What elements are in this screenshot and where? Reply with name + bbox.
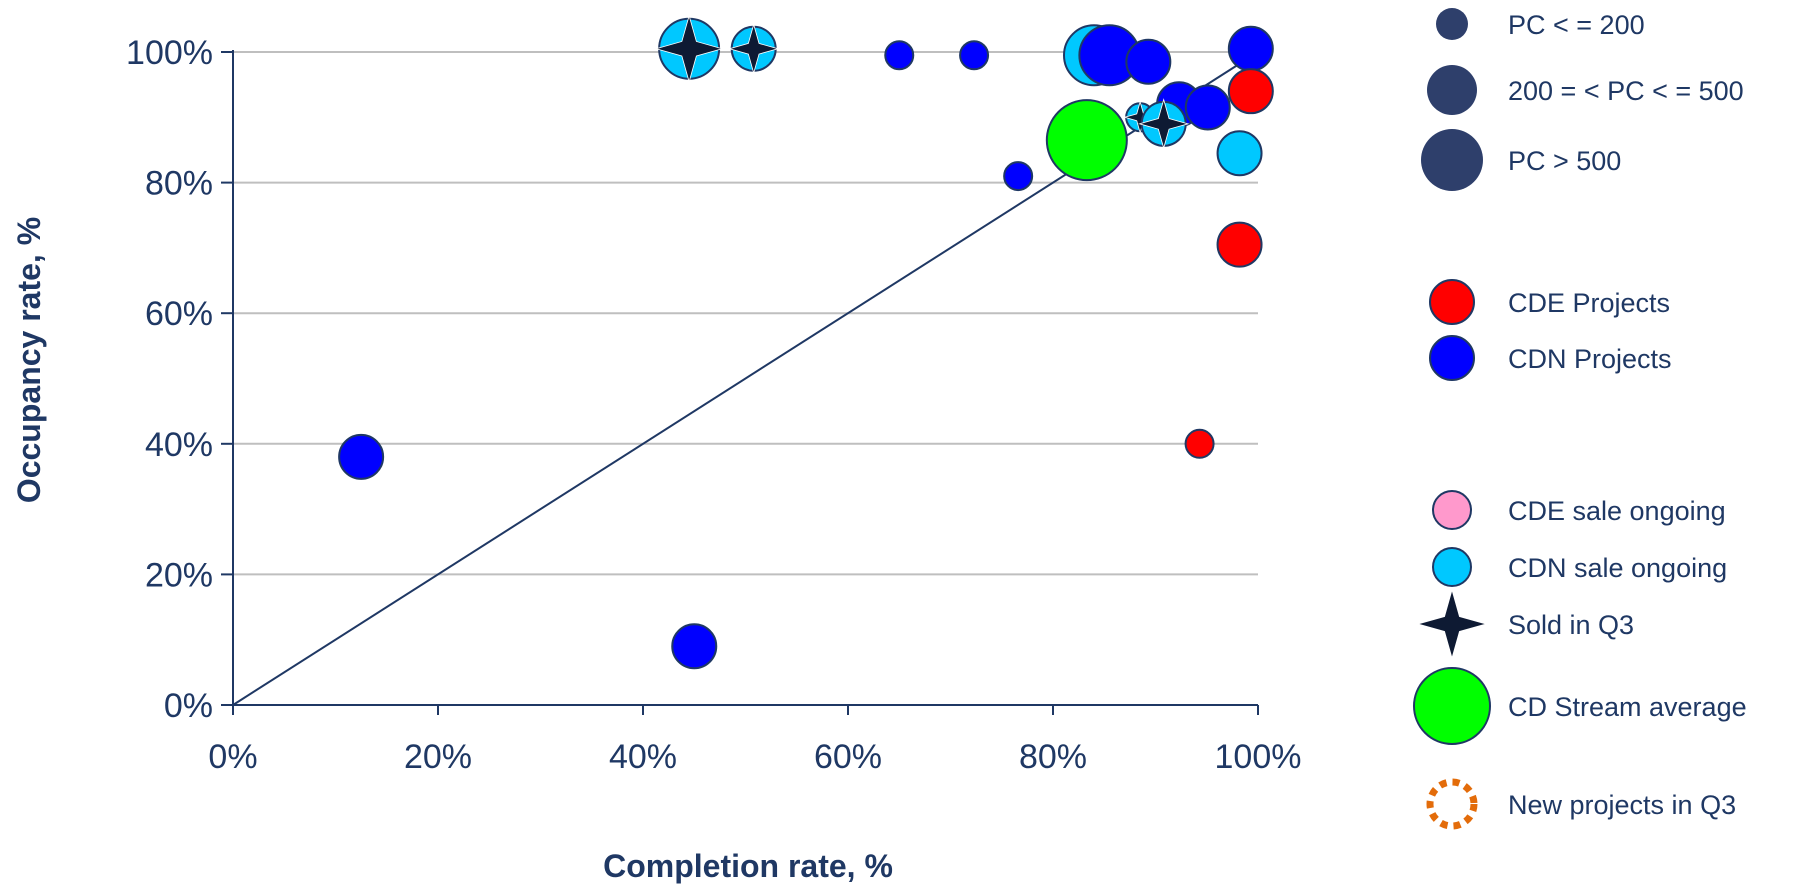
y-tick-label: 60% (145, 295, 213, 333)
legend-status-label: New projects in Q3 (1508, 790, 1736, 820)
legend-new-projects-marker (1426, 778, 1478, 830)
data-points (338, 14, 1274, 670)
legend-category-label: CDE Projects (1508, 288, 1670, 318)
legend-sold-star-icon (1416, 588, 1488, 660)
legend-status-label: Sold in Q3 (1508, 610, 1634, 640)
data-point-stream_avg (1045, 99, 1128, 182)
y-tick-label: 100% (126, 34, 213, 72)
data-point-cdn (884, 40, 915, 71)
legend-size-marker (1436, 8, 1468, 40)
x-tick-label: 60% (814, 738, 882, 776)
sold-star-marker (654, 14, 724, 84)
legend-size-label: 200 = < PC < = 500 (1508, 76, 1744, 106)
legend-cde_sale-marker (1432, 490, 1472, 530)
y-tick-label: 40% (145, 426, 213, 464)
legend-cdn-marker (1429, 335, 1475, 381)
sold-star-marker (728, 23, 780, 75)
legend-status-label: CDN sale ongoing (1508, 553, 1727, 583)
data-point-cdn (1184, 84, 1231, 131)
y-tick-label: 0% (164, 687, 213, 725)
data-point-cdn_sale (1216, 130, 1263, 177)
y-axis-title: Occupancy rate, % (11, 217, 47, 503)
tick-labels: 0% 20% 40% 60% 80% 100% 0% 20% 40% 60% 80% 100% (126, 34, 1301, 776)
sold-star-marker (1138, 98, 1190, 150)
x-tick-label: 40% (609, 738, 677, 776)
x-tick-label: 20% (404, 738, 472, 776)
y-tick-label: 80% (145, 165, 213, 203)
data-point-cdn (1003, 161, 1034, 192)
legend-cde-marker (1429, 279, 1475, 325)
legend: PC < = 200 200 = < PC < = 500 PC > 500 CDE … (1413, 8, 1747, 830)
data-point-cdn (338, 433, 385, 480)
legend-size-label: PC > 500 (1508, 146, 1621, 176)
legend-cdn_sale-marker (1432, 547, 1472, 587)
data-point-cde (1184, 428, 1215, 459)
x-tick-label: 80% (1019, 738, 1087, 776)
x-axis-title: Completion rate, % (603, 848, 893, 884)
data-point-cdn (1227, 25, 1274, 72)
y-tick-label: 20% (145, 556, 213, 594)
data-point-cde (1227, 68, 1274, 115)
legend-category-label: CDN Projects (1508, 344, 1672, 374)
legend-status-label: CDE sale ongoing (1508, 496, 1726, 526)
legend-stream_avg-marker (1413, 667, 1491, 745)
data-point-cdn (671, 623, 718, 670)
legend-size-marker (1427, 65, 1477, 115)
legend-size-marker (1421, 129, 1483, 191)
data-point-cdn (1125, 38, 1172, 85)
legend-status-label: CD Stream average (1508, 692, 1747, 722)
data-point-cdn (959, 40, 990, 71)
x-tick-label: 100% (1215, 738, 1302, 776)
axes (221, 50, 1259, 715)
legend-size-label: PC < = 200 (1508, 10, 1645, 40)
data-point-cde (1216, 221, 1263, 268)
x-tick-label: 0% (208, 738, 257, 776)
